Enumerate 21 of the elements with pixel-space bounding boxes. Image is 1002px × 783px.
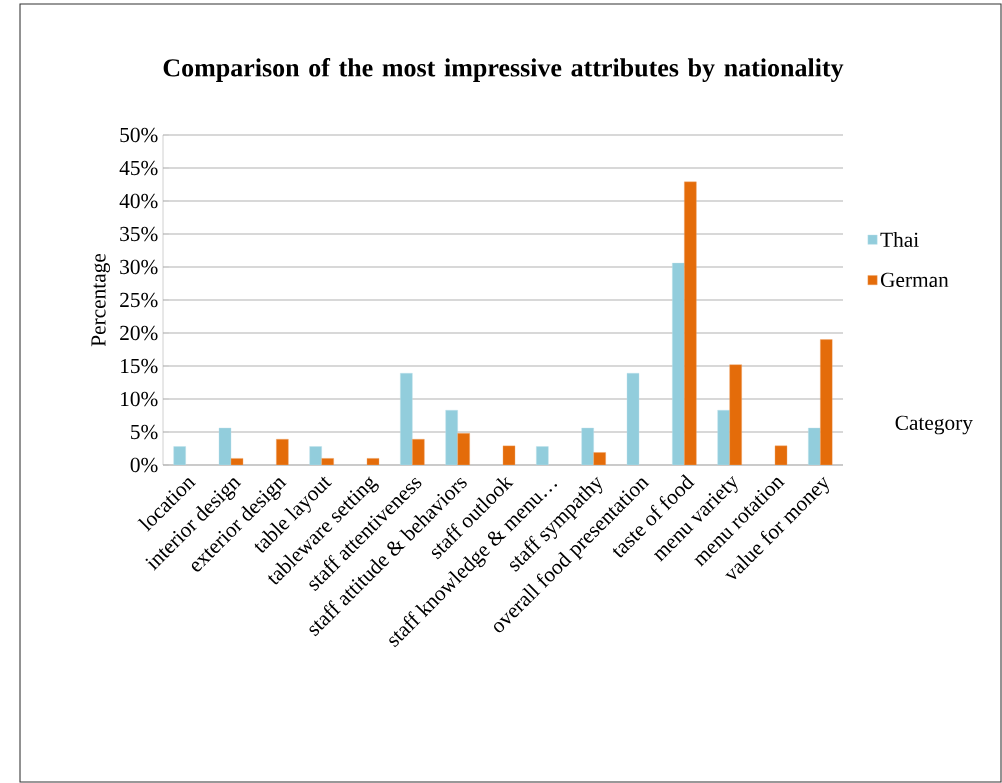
bar — [684, 181, 697, 465]
y-tick-label: 5% — [131, 424, 158, 440]
bar — [672, 262, 685, 465]
text: Category — [895, 415, 973, 435]
y-tick-label: 45% — [119, 160, 158, 176]
y-tick-label: 50% — [120, 127, 158, 143]
chart-title: Comparison of the most impressive attributes by nationality — [163, 58, 844, 82]
y-tick-label: 35% — [120, 226, 158, 242]
y-tick-label: 0% — [130, 457, 158, 473]
y-tick-label: 30% — [120, 259, 158, 275]
y-tick-label: 15% — [121, 358, 158, 374]
y-axis-title: Percentage — [91, 253, 111, 347]
bar — [729, 364, 742, 465]
y-tick-label: 40% — [119, 193, 158, 209]
bar — [400, 373, 413, 465]
legend-label: German — [880, 272, 949, 288]
bar — [820, 339, 833, 465]
y-tick-label: 25% — [120, 292, 158, 308]
y-tick-label: 10% — [121, 391, 158, 407]
legend-label: Thai — [880, 231, 919, 247]
y-tick-label: 20% — [120, 325, 158, 341]
